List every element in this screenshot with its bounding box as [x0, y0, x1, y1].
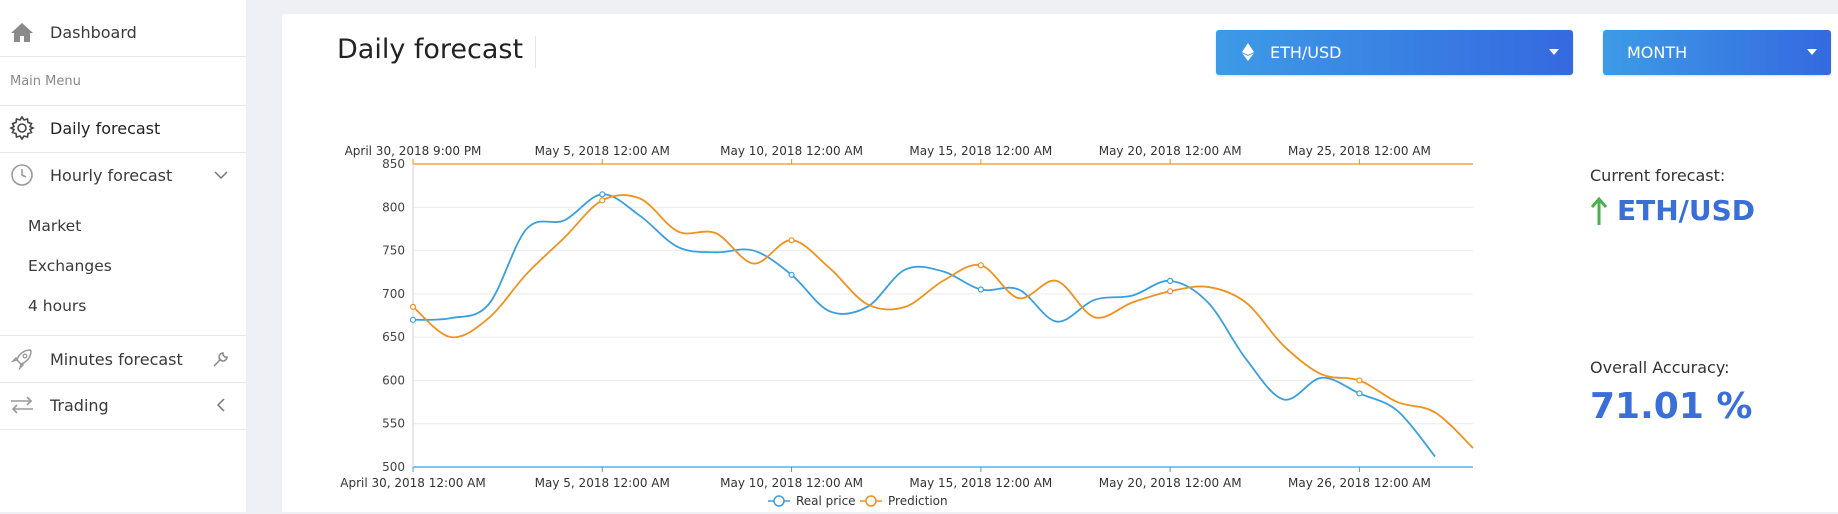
bottom-x-tick-label: May 5, 2018 12:00 AM	[535, 476, 670, 490]
data-point	[1167, 288, 1174, 295]
ethereum-icon	[1242, 43, 1254, 65]
sidebar-item-label: Minutes forecast	[50, 349, 183, 369]
y-tick-label: 850	[382, 157, 405, 171]
legend-swatch-marker	[773, 495, 785, 507]
sidebar-item-label: Trading	[50, 395, 109, 415]
data-point	[977, 262, 984, 269]
main-menu-heading: Main Menu	[10, 74, 81, 89]
divider	[0, 335, 246, 336]
legend-label: Prediction	[888, 494, 948, 508]
chevron-down-icon[interactable]	[210, 164, 232, 186]
series-line-real-price	[412, 193, 1436, 458]
divider	[0, 105, 246, 106]
chevron-left-icon[interactable]	[210, 394, 232, 416]
data-point	[977, 286, 984, 293]
sidebar-subitem-exchanges[interactable]: Exchanges	[28, 257, 112, 275]
legend-label: Real price	[796, 494, 856, 508]
sidebar-item-label: Daily forecast	[50, 118, 161, 138]
bottom-x-tick-label: April 30, 2018 12:00 AM	[340, 476, 485, 490]
data-point	[599, 197, 606, 204]
rocket-icon	[9, 346, 35, 372]
divider	[0, 382, 246, 383]
y-tick-label: 750	[382, 244, 405, 258]
sidebar-subitem-4-hours[interactable]: 4 hours	[28, 297, 87, 315]
sidebar-item-daily-forecast[interactable]: Daily forecast	[0, 113, 246, 143]
forecast-card: Daily forecast ETH/USD MONTH 500 550 600 65…	[282, 14, 1838, 512]
top-x-tick-label: April 30, 2018 9:00 PM	[345, 144, 482, 158]
data-point	[409, 316, 417, 323]
accuracy-value: 71.01 %	[1590, 386, 1753, 427]
y-tick-label: 650	[382, 330, 405, 344]
data-point	[1167, 277, 1174, 284]
current-forecast-value: ETH/USD	[1617, 194, 1756, 227]
top-x-tick-label: May 5, 2018 12:00 AM	[535, 144, 670, 158]
y-tick-label: 550	[382, 417, 405, 431]
bottom-x-tick-label: May 10, 2018 12:00 AM	[720, 476, 863, 490]
legend-swatch-marker	[865, 495, 877, 507]
transfer-icon	[9, 392, 35, 418]
current-forecast-label: Current forecast:	[1590, 166, 1726, 185]
top-x-tick-label: May 25, 2018 12:00 AM	[1288, 144, 1431, 158]
page-title: Daily forecast	[337, 34, 524, 65]
sidebar-subitem-market[interactable]: Market	[28, 217, 82, 235]
accuracy-label: Overall Accuracy:	[1590, 358, 1730, 377]
divider	[535, 36, 536, 68]
top-x-tick-label: May 10, 2018 12:00 AM	[720, 144, 863, 158]
y-tick-label: 700	[382, 287, 405, 301]
y-tick-label: 500	[382, 460, 405, 474]
caret-down-icon	[1549, 49, 1559, 55]
period-dropdown[interactable]: MONTH	[1603, 30, 1831, 75]
bottom-x-tick-label: May 26, 2018 12:00 AM	[1288, 476, 1431, 490]
pair-dropdown[interactable]: ETH/USD	[1216, 30, 1573, 75]
divider	[0, 56, 246, 57]
bottom-x-tick-label: May 15, 2018 12:00 AM	[909, 476, 1052, 490]
top-x-tick-label: May 20, 2018 12:00 AM	[1099, 144, 1242, 158]
arrow-up-icon	[1589, 196, 1609, 230]
divider	[0, 429, 246, 430]
y-tick-label: 800	[382, 200, 405, 214]
sidebar-item-hourly-forecast[interactable]: Hourly forecast	[0, 160, 246, 190]
data-point	[1356, 390, 1363, 397]
sidebar-item-minutes-forecast[interactable]: Minutes forecast	[0, 344, 246, 374]
home-icon	[9, 19, 35, 45]
period-dropdown-value: MONTH	[1627, 43, 1688, 62]
series-line-prediction	[412, 194, 1474, 449]
data-point	[599, 191, 606, 198]
data-point	[788, 271, 795, 278]
sidebar-item-trading[interactable]: Trading	[0, 390, 246, 420]
sidebar-item-label: Dashboard	[50, 22, 137, 42]
gear-icon	[9, 115, 35, 141]
divider	[0, 152, 246, 153]
pair-dropdown-value: ETH/USD	[1270, 43, 1342, 62]
bottom-x-tick-label: May 20, 2018 12:00 AM	[1099, 476, 1242, 490]
top-x-tick-label: May 15, 2018 12:00 AM	[909, 144, 1052, 158]
caret-down-icon	[1807, 49, 1817, 55]
sidebar: Dashboard Main Menu Daily forecast Hourl…	[0, 0, 246, 512]
data-point	[409, 303, 417, 310]
wrench-icon	[210, 348, 232, 370]
sidebar-item-dashboard[interactable]: Dashboard	[0, 17, 246, 47]
data-point	[788, 237, 795, 244]
sidebar-item-label: Hourly forecast	[50, 165, 173, 185]
data-point	[1356, 377, 1363, 384]
y-tick-label: 600	[382, 373, 405, 387]
clock-icon	[9, 162, 35, 188]
